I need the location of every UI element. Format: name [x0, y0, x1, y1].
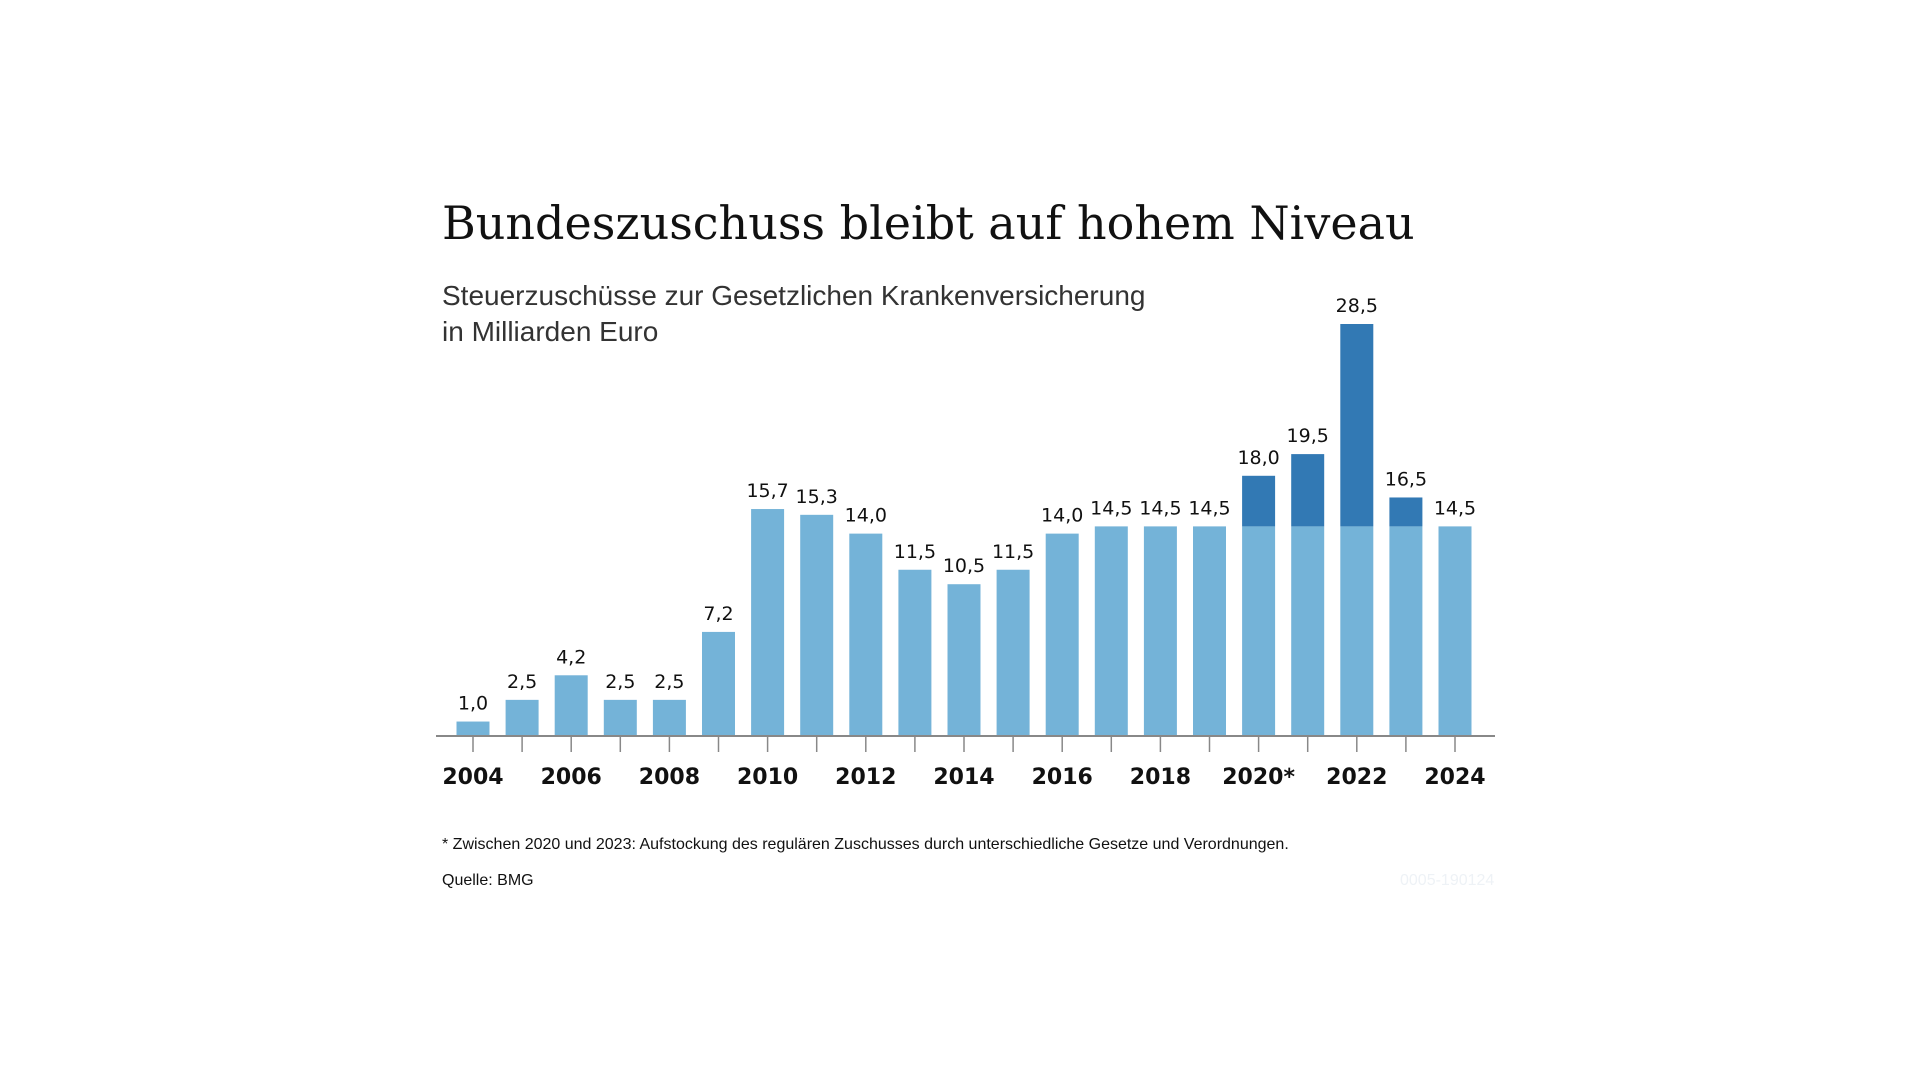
bar-additional-2020: [1242, 475, 1276, 527]
bar-regular-2017: [1094, 526, 1128, 736]
bar-regular-2008: [652, 699, 686, 736]
chart-subtitle-line-1: Steuerzuschüsse zur Gesetzlichen Kranken…: [442, 280, 1146, 311]
value-label-2010: 15,7: [746, 480, 788, 502]
x-tick-label-2004: 2004: [442, 765, 503, 790]
graphic-code: 0005-190124: [1400, 872, 1495, 889]
value-label-2013: 11,5: [894, 541, 936, 563]
value-label-2019: 14,5: [1188, 497, 1230, 519]
bar-additional-2023: [1389, 497, 1423, 527]
value-label-2021: 19,5: [1287, 425, 1329, 447]
bar-regular-2010: [751, 509, 785, 736]
value-label-2008: 2,5: [654, 671, 684, 693]
x-tick-label-2020: 2020*: [1222, 765, 1295, 790]
value-label-2015: 11,5: [992, 541, 1034, 563]
bar-regular-2020: [1242, 526, 1276, 736]
x-tick-label-2008: 2008: [639, 765, 700, 790]
bar-additional-2022: [1340, 324, 1374, 527]
value-label-2012: 14,0: [845, 505, 887, 527]
bar-regular-2011: [800, 514, 834, 736]
value-label-2018: 14,5: [1139, 497, 1181, 519]
x-tick-label-2022: 2022: [1326, 765, 1387, 790]
bar-regular-2014: [947, 584, 981, 736]
bar-regular-2006: [554, 675, 588, 736]
bar-regular-2012: [849, 533, 883, 736]
x-tick-label-2018: 2018: [1130, 765, 1191, 790]
value-label-2022: 28,5: [1336, 295, 1378, 317]
footnote: * Zwischen 2020 und 2023: Aufstockung de…: [442, 836, 1289, 853]
bar-regular-2018: [1143, 526, 1177, 736]
bar-regular-2005: [505, 699, 539, 736]
bar-regular-2021: [1291, 526, 1325, 736]
value-label-2005: 2,5: [507, 671, 537, 693]
bar-additional-2021: [1291, 454, 1325, 527]
x-tick-label-2014: 2014: [933, 765, 994, 790]
bar-regular-2023: [1389, 526, 1423, 736]
x-tick-label-2010: 2010: [737, 765, 798, 790]
bar-regular-2019: [1193, 526, 1226, 736]
bar-regular-2015: [996, 569, 1030, 736]
value-label-2024: 14,5: [1434, 497, 1476, 519]
bar-regular-2016: [1045, 533, 1079, 736]
x-tick-label-2016: 2016: [1032, 765, 1093, 790]
value-label-2020: 18,0: [1237, 447, 1279, 469]
chart-subtitle-line-2: in Milliarden Euro: [442, 316, 659, 347]
value-label-2009: 7,2: [703, 603, 733, 625]
value-label-2014: 10,5: [943, 555, 985, 577]
bar-regular-2022: [1340, 526, 1374, 736]
source-note: Quelle: BMG: [442, 872, 534, 889]
x-tick-label-2024: 2024: [1424, 765, 1485, 790]
value-label-2007: 2,5: [605, 671, 635, 693]
bar-regular-2007: [603, 699, 637, 736]
value-label-2006: 4,2: [556, 646, 586, 668]
value-label-2016: 14,0: [1041, 505, 1083, 527]
x-tick-label-2012: 2012: [835, 765, 896, 790]
bar-regular-2004: [456, 721, 490, 736]
bar-regular-2009: [702, 631, 735, 736]
value-label-2004: 1,0: [458, 693, 488, 715]
bar-regular-2013: [898, 569, 932, 736]
x-tick-label-2006: 2006: [541, 765, 602, 790]
value-label-2017: 14,5: [1090, 497, 1132, 519]
value-label-2011: 15,3: [796, 486, 838, 508]
bar-regular-2024: [1438, 526, 1472, 736]
value-label-2023: 16,5: [1385, 468, 1427, 490]
chart-title: Bundeszuschuss bleibt auf hohem Niveau: [442, 196, 1415, 250]
